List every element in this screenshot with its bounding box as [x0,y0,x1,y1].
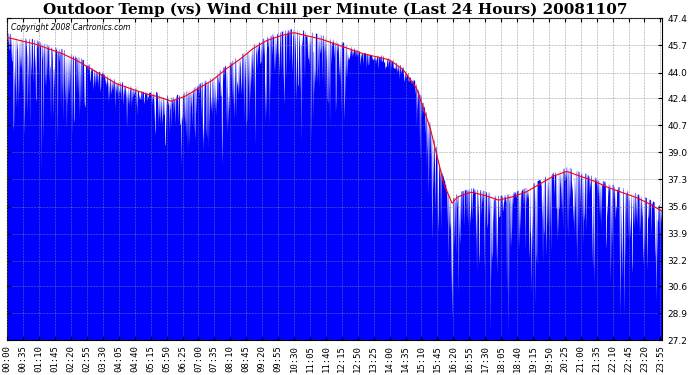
Title: Outdoor Temp (vs) Wind Chill per Minute (Last 24 Hours) 20081107: Outdoor Temp (vs) Wind Chill per Minute … [43,3,627,17]
Text: Copyright 2008 Cartronics.com: Copyright 2008 Cartronics.com [10,23,130,32]
